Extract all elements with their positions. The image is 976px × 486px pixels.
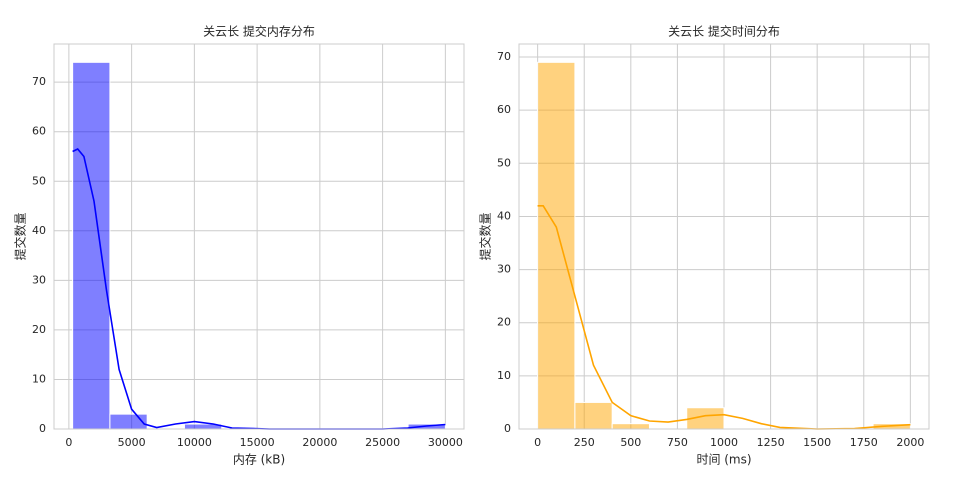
plot-frame <box>518 43 930 430</box>
chart-title: 关云长 提交内存分布 <box>203 24 315 39</box>
x-tick-label: 1000 <box>710 436 738 449</box>
x-tick-label: 10000 <box>177 436 212 449</box>
plot-frame <box>53 43 465 430</box>
x-tick-label: 750 <box>667 436 688 449</box>
x-tick-label: 0 <box>534 436 541 449</box>
y-tick-label: 40 <box>32 224 46 237</box>
y-axis-label: 提交数量 <box>478 212 493 260</box>
x-tick-label: 20000 <box>302 436 337 449</box>
y-tick-label: 0 <box>39 422 46 435</box>
y-tick-label: 60 <box>497 103 511 116</box>
y-tick-label: 50 <box>497 156 511 169</box>
bar <box>611 423 650 430</box>
x-tick-label: 0 <box>65 436 72 449</box>
y-tick-label: 70 <box>32 75 46 88</box>
y-tick-label: 10 <box>32 372 46 385</box>
bar <box>537 61 576 430</box>
y-tick-label: 20 <box>32 323 46 336</box>
x-tick-label: 250 <box>574 436 595 449</box>
y-tick-label: 0 <box>504 422 511 435</box>
y-tick-label: 20 <box>497 316 511 329</box>
bar <box>574 401 613 430</box>
x-axis-label: 内存 (kB) <box>233 453 285 467</box>
x-tick-label: 5000 <box>118 436 146 449</box>
x-tick-label: 15000 <box>240 436 275 449</box>
x-tick-label: 1500 <box>803 436 831 449</box>
y-tick-label: 30 <box>32 273 46 286</box>
y-tick-label: 30 <box>497 263 511 276</box>
y-tick-label: 10 <box>497 369 511 382</box>
chart-title: 关云长 提交时间分布 <box>668 24 780 39</box>
y-axis-label: 提交数量 <box>13 212 28 260</box>
plot-area <box>54 44 464 429</box>
y-tick-label: 50 <box>32 174 46 187</box>
y-tick-label: 60 <box>32 125 46 138</box>
x-tick-label: 1250 <box>757 436 785 449</box>
x-tick-label: 1750 <box>850 436 878 449</box>
x-tick-label: 25000 <box>365 436 400 449</box>
y-tick-label: 70 <box>497 50 511 63</box>
bar <box>72 61 111 430</box>
x-tick-label: 30000 <box>428 436 463 449</box>
x-tick-label: 2000 <box>896 436 924 449</box>
y-tick-label: 40 <box>497 209 511 222</box>
x-axis-label: 时间 (ms) <box>696 453 751 467</box>
x-tick-label: 500 <box>620 436 641 449</box>
